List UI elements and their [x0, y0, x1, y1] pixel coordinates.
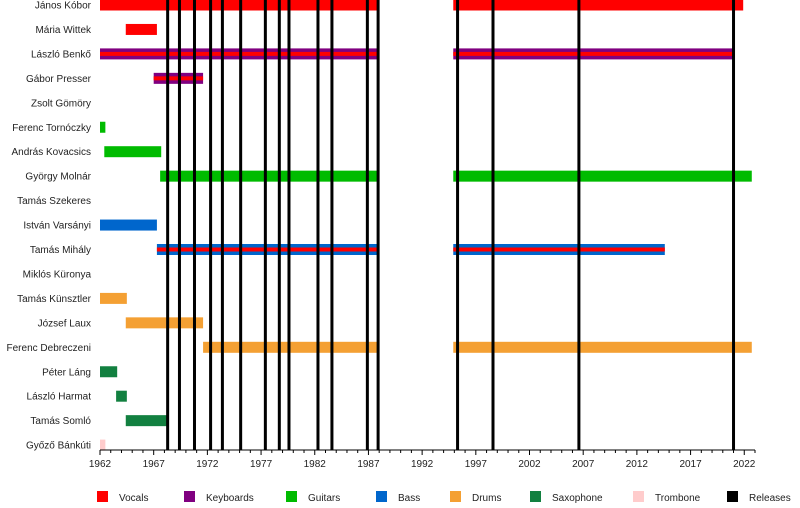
legend-swatch	[450, 491, 461, 502]
x-tick-label: 1992	[411, 459, 434, 470]
member-label: László Benkő	[31, 49, 91, 60]
legend-swatch	[727, 491, 738, 502]
legend-swatch	[633, 491, 644, 502]
x-axis: 1962 1967 1972 1977 1982 1987 1992 1997 2002 2007…	[89, 449, 756, 470]
x-tick-label: 1987	[357, 459, 380, 470]
membership-bar	[453, 0, 744, 11]
x-tick-label: 2002	[518, 459, 541, 470]
membership-bar	[116, 390, 127, 402]
membership-bar	[203, 341, 379, 353]
legend-swatch	[376, 491, 387, 502]
x-tick-label: 2012	[626, 459, 649, 470]
legend-swatch	[184, 491, 195, 502]
legend-label: Bass	[398, 493, 420, 504]
legend-swatch	[530, 491, 541, 502]
member-label: Gábor Presser	[26, 74, 92, 85]
member-labels-layer: János Kóbor Mária Wittek László Benkő Gábor…	[7, 1, 92, 452]
legend-swatch	[286, 491, 297, 502]
member-label: Zsolt Gömöry	[31, 98, 91, 109]
release-lines-layer	[166, 0, 736, 450]
member-label: Ferenc Tornóczky	[12, 123, 91, 134]
member-label: János Kóbor	[35, 1, 92, 12]
membership-bar	[100, 121, 106, 133]
member-label: Tamás Szekeres	[17, 196, 91, 207]
membership-bar	[100, 292, 127, 304]
membership-bar-stripe	[453, 247, 665, 252]
legend-label: Releases	[749, 493, 791, 504]
legend-label: Guitars	[308, 493, 340, 504]
x-tick-label: 2017	[679, 459, 702, 470]
x-tick-label: 1972	[196, 459, 219, 470]
legend-label: Vocals	[119, 493, 148, 504]
membership-bar	[104, 146, 162, 158]
legend-label: Trombone	[655, 493, 701, 504]
legend-label: Keyboards	[206, 493, 254, 504]
legend-label: Drums	[472, 493, 501, 504]
membership-bar-stripe	[100, 51, 379, 56]
x-tick-label: 1977	[250, 459, 273, 470]
legend-label: Saxophone	[552, 493, 603, 504]
member-label: Miklós Küronya	[23, 269, 92, 280]
x-tick-label: 1982	[304, 459, 327, 470]
x-tick-label: 2007	[572, 459, 595, 470]
legend-swatch	[97, 491, 108, 502]
member-label: Tamás Künsztler	[17, 294, 92, 305]
membership-bar	[100, 366, 118, 378]
member-label: Tamás Mihály	[30, 245, 91, 256]
member-label: Péter Láng	[42, 367, 91, 378]
membership-bar	[125, 317, 204, 329]
membership-bar	[100, 219, 157, 231]
x-tick-label: 1962	[89, 459, 112, 470]
membership-bar	[453, 341, 752, 353]
member-label: József Laux	[38, 318, 91, 329]
x-tick-label: 1967	[143, 459, 166, 470]
member-label: András Kovacsics	[12, 147, 91, 158]
member-label: István Varsányi	[23, 221, 91, 232]
x-tick-label: 2022	[733, 459, 756, 470]
membership-bar-stripe	[156, 247, 379, 252]
member-label: Ferenc Debreczeni	[7, 343, 91, 354]
membership-bar	[160, 170, 379, 182]
membership-bar	[100, 439, 106, 451]
x-tick-label: 1997	[465, 459, 488, 470]
member-label: György Molnár	[25, 172, 91, 183]
membership-bar	[100, 0, 379, 11]
membership-bar	[125, 23, 157, 35]
membership-bar	[453, 170, 752, 182]
bars-layer	[100, 0, 752, 451]
member-label: Győző Bánkúti	[26, 441, 91, 452]
membership-bar-stripe	[453, 51, 734, 56]
member-label: Tamás Somló	[30, 416, 91, 427]
member-label: Mária Wittek	[35, 25, 92, 36]
legend: Vocals Keyboards Guitars Bass Drums Saxophone…	[97, 491, 791, 504]
member-label: László Harmat	[27, 392, 92, 403]
membership-bar	[125, 415, 169, 427]
